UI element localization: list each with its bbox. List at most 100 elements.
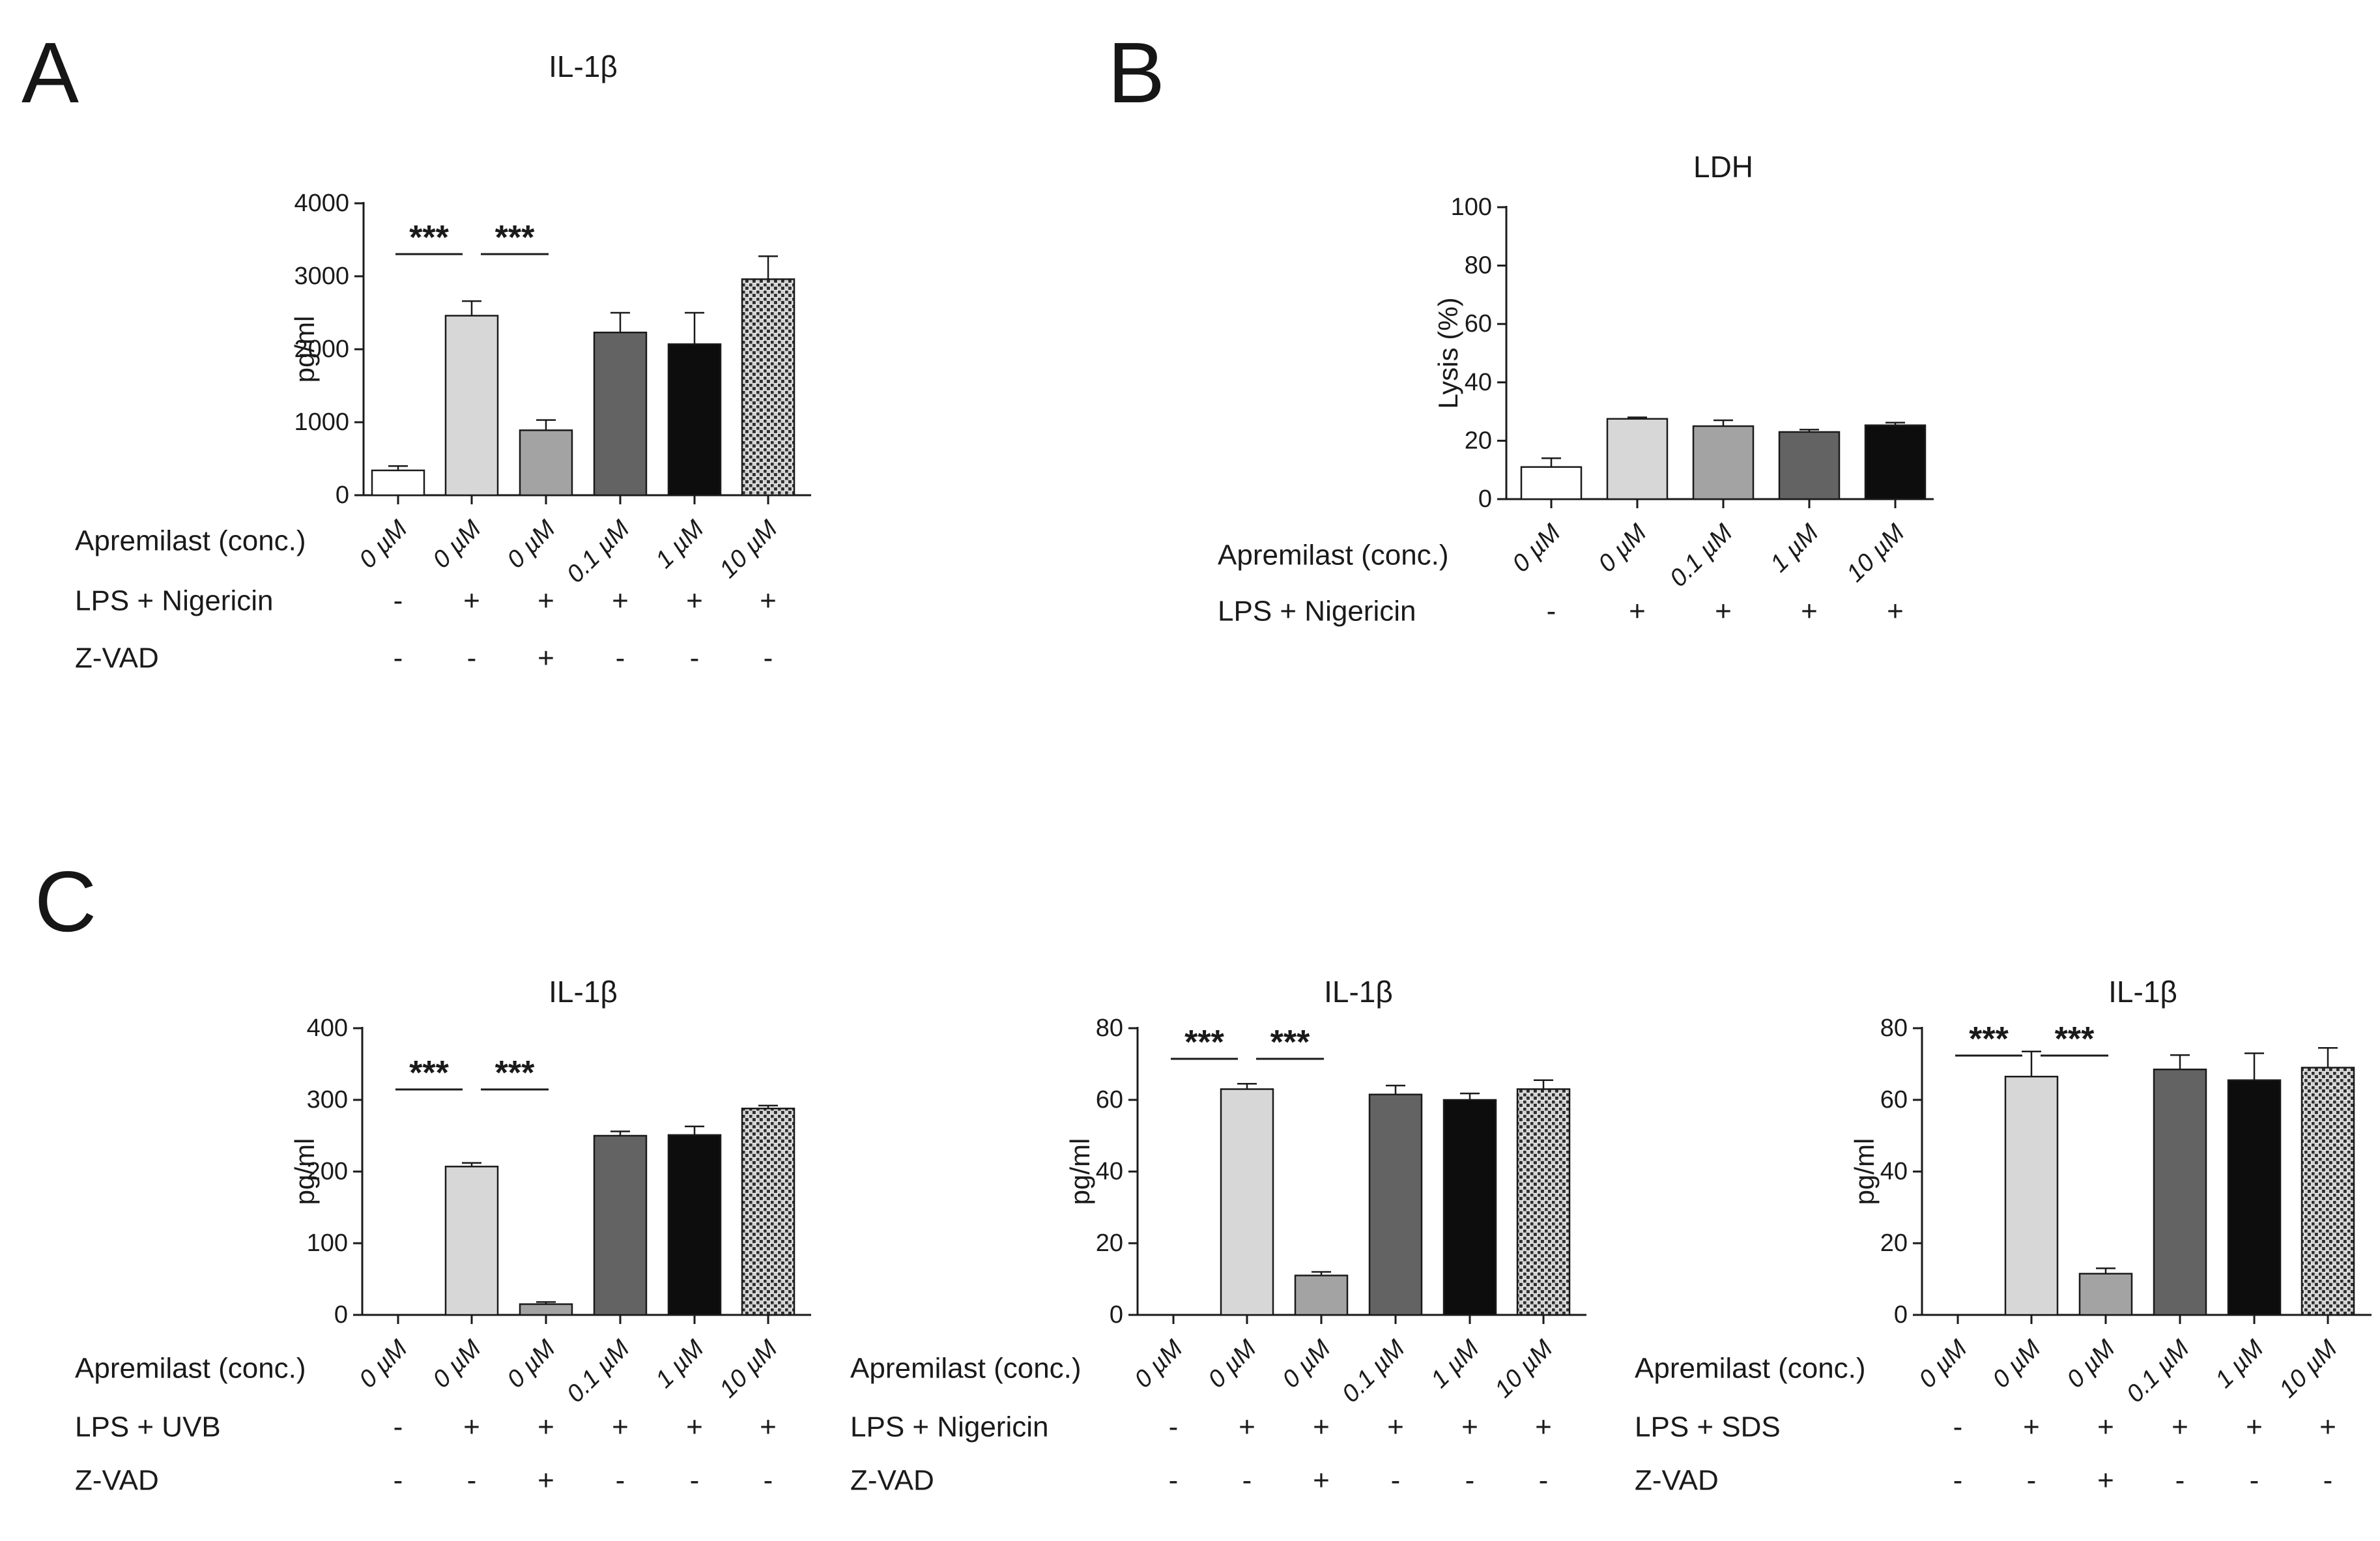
- A-x-category-label-2: 0 µM: [502, 515, 560, 573]
- B-y-axis-label: Lysis (%): [1433, 297, 1463, 409]
- C3-condition-symbol-2-0: -: [1953, 1465, 1963, 1497]
- B-x-category-label-3: 1 µM: [1765, 519, 1824, 577]
- C2-bar-2: [1294, 1275, 1349, 1316]
- C3-y-tick-label: 60: [1880, 1086, 1908, 1114]
- C2-condition-symbol-1-3: +: [1387, 1411, 1404, 1443]
- panel-letter-a: A: [22, 25, 79, 121]
- B-condition-symbol-1-4: +: [1887, 596, 1904, 627]
- C1-condition-symbol-2-5: -: [764, 1465, 773, 1497]
- C1-bar-5: [741, 1107, 796, 1316]
- C3-condition-symbol-2-5: -: [2323, 1465, 2333, 1497]
- A-x-category-label-5: 10 µM: [714, 515, 782, 583]
- C1-condition-symbol-2-0: -: [394, 1465, 403, 1497]
- C1-sig-stars-0: ***: [409, 1054, 449, 1092]
- C2-condition-symbol-1-2: +: [1313, 1411, 1330, 1443]
- C2-condition-symbol-2-1: -: [1242, 1465, 1252, 1497]
- C1-x-category-label-2: 0 µM: [502, 1334, 560, 1393]
- C3-x-category-label-1: 0 µM: [1987, 1334, 2046, 1393]
- C3-condition-row-label-1: LPS + SDS: [1635, 1411, 1781, 1443]
- C3-bar-5: [2301, 1067, 2355, 1316]
- C2-y-tick-label: 60: [1096, 1086, 1123, 1114]
- C1-y-tick-label: 100: [307, 1230, 348, 1257]
- A-y-axis-label: pg/ml: [289, 316, 320, 383]
- A-condition-symbol-1-1: +: [463, 585, 480, 617]
- B-y-tick-label: 100: [1451, 194, 1492, 221]
- C1-y-tick-label: 0: [334, 1301, 348, 1329]
- C1-condition-row-label-1: LPS + UVB: [75, 1411, 221, 1443]
- C1-condition-symbol-2-3: -: [616, 1465, 625, 1497]
- C2-x-category-label-3: 0.1 µM: [1337, 1334, 1411, 1408]
- C2-y-tick-label: 80: [1096, 1015, 1123, 1042]
- A-condition-row-label-0: Apremilast (conc.): [75, 525, 306, 557]
- A-condition-symbol-1-5: +: [760, 585, 777, 617]
- C2-y-tick-label: 40: [1096, 1158, 1123, 1185]
- C1-x-category-label-1: 0 µM: [427, 1334, 486, 1393]
- C1-bar-3: [593, 1134, 648, 1316]
- C1-y-tick-label: 200: [307, 1158, 348, 1185]
- B-y-tick-label: 40: [1465, 369, 1492, 396]
- B-condition-row-label-1: LPS + Nigericin: [1218, 596, 1416, 627]
- C1-bar-4: [667, 1134, 722, 1316]
- C3-bar-3: [2153, 1069, 2207, 1316]
- A-x-category-label-4: 1 µM: [650, 515, 709, 573]
- C3-sig-stars-0: ***: [1969, 1020, 2009, 1058]
- C3-condition-row-label-0: Apremilast (conc.): [1635, 1353, 1866, 1385]
- A-condition-symbol-2-0: -: [394, 642, 403, 674]
- C3-chart-title: IL-1β: [2108, 975, 2177, 1009]
- C3-x-category-label-4: 1 µM: [2210, 1334, 2269, 1393]
- C3-x-category-label-2: 0 µM: [2061, 1334, 2120, 1393]
- C3-condition-symbol-1-0: -: [1953, 1411, 1963, 1443]
- B-condition-symbol-1-3: +: [1801, 596, 1818, 627]
- A-condition-row-label-1: LPS + Nigericin: [75, 585, 273, 617]
- C3-condition-row-label-2: Z-VAD: [1635, 1465, 1719, 1497]
- A-bar-2: [519, 429, 573, 497]
- B-condition-symbol-1-1: +: [1629, 596, 1646, 627]
- C3-condition-symbol-2-1: -: [2027, 1465, 2037, 1497]
- C1-condition-symbol-2-4: -: [690, 1465, 700, 1497]
- C2-x-category-label-0: 0 µM: [1129, 1334, 1188, 1393]
- A-sig-stars-0: ***: [409, 219, 449, 257]
- C3-condition-symbol-1-4: +: [2246, 1411, 2263, 1443]
- A-condition-symbol-1-4: +: [686, 585, 703, 617]
- C2-condition-symbol-2-0: -: [1169, 1465, 1179, 1497]
- C1-y-tick-label: 400: [307, 1015, 348, 1042]
- A-x-category-label-3: 0.1 µM: [562, 515, 635, 588]
- C3-y-axis-label: pg/ml: [1849, 1138, 1880, 1205]
- C3-y-tick-label: 40: [1880, 1158, 1908, 1185]
- A-condition-symbol-1-3: +: [612, 585, 629, 617]
- A-sig-stars-1: ***: [495, 219, 535, 257]
- A-condition-symbol-2-3: -: [616, 642, 625, 674]
- C1-condition-symbol-1-2: +: [538, 1411, 554, 1443]
- C2-chart-title: IL-1β: [1324, 975, 1393, 1009]
- C2-condition-symbol-2-5: -: [1539, 1465, 1549, 1497]
- C2-condition-symbol-1-5: +: [1535, 1411, 1552, 1443]
- B-x-category-label-0: 0 µM: [1507, 519, 1566, 577]
- C1-x-category-label-3: 0.1 µM: [562, 1334, 635, 1408]
- C2-condition-symbol-2-4: -: [1465, 1465, 1475, 1497]
- C2-x-category-label-1: 0 µM: [1203, 1334, 1261, 1393]
- A-bar-0: [371, 469, 425, 497]
- A-y-tick-label: 4000: [294, 190, 349, 217]
- C2-condition-row-label-2: Z-VAD: [850, 1465, 934, 1497]
- C2-y-tick-label: 0: [1110, 1301, 1123, 1329]
- C1-x-category-label-5: 10 µM: [714, 1334, 782, 1403]
- B-y-tick-label: 20: [1465, 427, 1492, 454]
- A-y-tick-label: 2000: [294, 336, 349, 363]
- A-condition-symbol-2-5: -: [764, 642, 773, 674]
- C1-chart-title: IL-1β: [549, 975, 618, 1009]
- A-condition-symbol-2-2: +: [538, 642, 554, 674]
- A-x-category-label-1: 0 µM: [427, 515, 486, 573]
- B-x-category-label-1: 0 µM: [1593, 519, 1652, 577]
- A-condition-symbol-1-2: +: [538, 585, 554, 617]
- C3-condition-symbol-2-3: -: [2175, 1465, 2185, 1497]
- A-y-tick-label: 1000: [294, 409, 349, 436]
- C2-x-category-label-5: 10 µM: [1489, 1334, 1558, 1403]
- C2-condition-symbol-2-2: +: [1313, 1465, 1330, 1497]
- C2-condition-symbol-1-4: +: [1461, 1411, 1478, 1443]
